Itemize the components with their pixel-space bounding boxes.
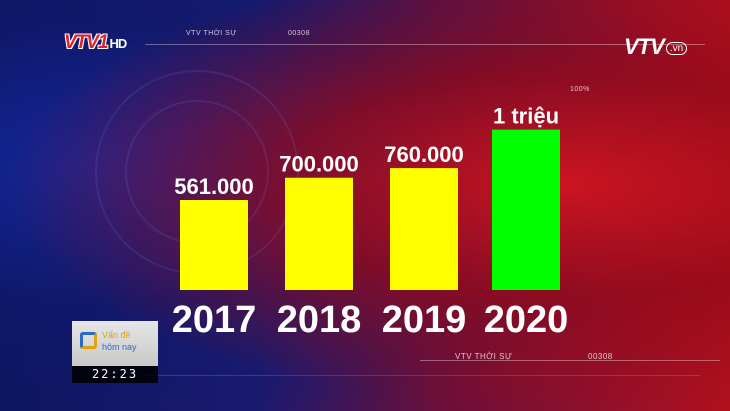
decor-line bbox=[145, 44, 705, 45]
clock-bar: 22:23 bbox=[72, 366, 158, 383]
data-label-2019: 760.000 bbox=[384, 142, 464, 167]
vn-label: .vn bbox=[665, 42, 688, 55]
percent-marker: 100% bbox=[570, 86, 590, 93]
bar-2017 bbox=[180, 200, 248, 290]
clock-time: 22:23 bbox=[91, 367, 139, 381]
hd-label: HD bbox=[109, 36, 128, 51]
vtv1-logo-text: VTV1 bbox=[64, 32, 109, 53]
data-label-2017: 561.000 bbox=[174, 174, 254, 199]
category-label-2020: 2020 bbox=[484, 299, 569, 341]
bar-2019 bbox=[390, 168, 458, 290]
category-label-2018: 2018 bbox=[277, 299, 362, 341]
category-label-2017: 2017 bbox=[172, 299, 257, 341]
program-name-top: VTV THỜI SỰ bbox=[186, 30, 237, 37]
vtv-vn-logo: VTV .vn bbox=[624, 34, 688, 60]
vtv1-logo: VTV1 HD bbox=[64, 32, 128, 54]
vtv-logo-text: VTV bbox=[624, 34, 665, 59]
program-name-bottom: VTV THỜI SỰ bbox=[455, 352, 513, 361]
program-code-top: 00308 bbox=[288, 30, 310, 37]
program-square-icon bbox=[80, 332, 97, 349]
bar-2020 bbox=[492, 129, 560, 290]
badge-title-line2: hôm nay bbox=[102, 342, 137, 352]
decor-line bbox=[420, 360, 720, 361]
bar-2018 bbox=[285, 177, 353, 290]
data-label-2018: 700.000 bbox=[279, 152, 359, 177]
data-label-2020: 1 triệu bbox=[493, 104, 559, 129]
category-label-2019: 2019 bbox=[382, 299, 467, 341]
badge-title-line1: Vấn đề bbox=[102, 330, 131, 340]
decor-line bbox=[140, 375, 700, 376]
program-badge: Vấn đề hôm nay bbox=[72, 321, 158, 366]
program-code-bottom: 00308 bbox=[588, 352, 613, 361]
